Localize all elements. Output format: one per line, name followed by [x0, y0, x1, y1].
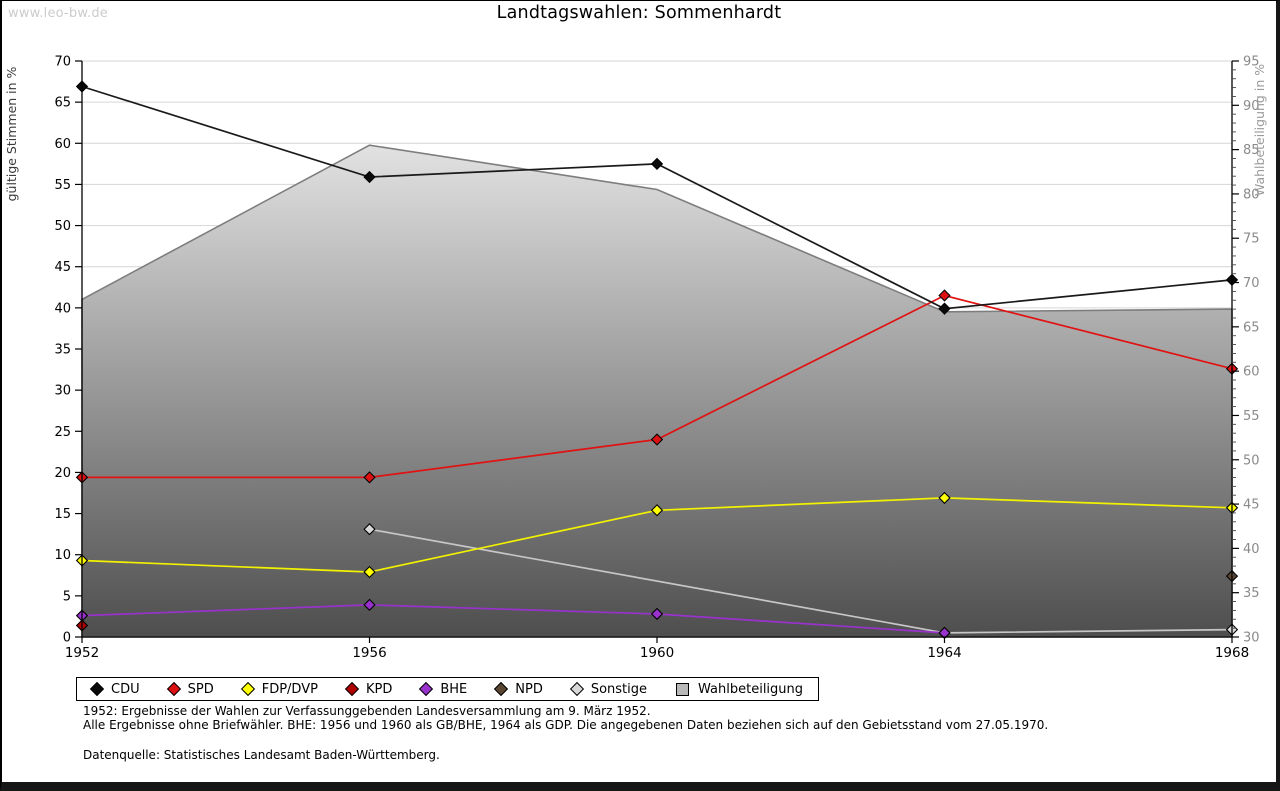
legend-label: CDU — [111, 681, 140, 697]
legend-label: NPD — [515, 681, 543, 697]
right-axis-tick-label: 60 — [1243, 365, 1260, 380]
series-bhe — [75, 598, 951, 640]
left-axis-title: gültige Stimmen in % — [4, 66, 19, 201]
diamond-marker-icon — [494, 681, 509, 697]
left-axis-tick-label: 60 — [54, 137, 71, 152]
square-marker-icon — [676, 682, 690, 696]
left-axis-tick-label: 5 — [63, 589, 71, 604]
footnote-method: Alle Ergebnisse ohne Briefwähler. BHE: 1… — [83, 717, 1049, 732]
right-axis-tick-label: 50 — [1243, 453, 1260, 468]
right-axis-tick-label: 30 — [1243, 631, 1260, 646]
left-axis-tick-label: 45 — [54, 260, 71, 275]
legend-item-npd: NPD — [494, 681, 543, 697]
right-axis-tick-label: 90 — [1243, 99, 1260, 114]
footnote-1952: 1952: Ergebnisse der Wahlen zur Verfassu… — [83, 704, 651, 718]
diamond-marker-icon — [89, 681, 105, 697]
left-axis-tick-label: 50 — [54, 219, 71, 234]
right-axis-tick-label: 95 — [1243, 55, 1260, 70]
right-axis-title: Wahlbeteiligung in % — [1252, 64, 1267, 196]
left-axis-tick-label: 20 — [54, 466, 71, 481]
series-cdu — [75, 80, 1239, 315]
legend-label: KPD — [365, 681, 393, 697]
right-axis-tick-label: 40 — [1243, 542, 1260, 557]
left-axis-tick-label: 15 — [54, 507, 71, 522]
chart-legend: CDU SPD FDP/DVP KPD BHE NPD Sonstige Wahlbeteil… — [76, 677, 820, 701]
legend-item-kpd: KPD — [344, 681, 393, 697]
x-axis-year-label: 1964 — [927, 645, 961, 661]
diamond-marker-icon — [240, 681, 255, 697]
left-axis-tick-label: 30 — [54, 384, 71, 399]
legend-item-cdu: CDU — [89, 681, 140, 697]
diamond-marker-icon — [344, 681, 360, 697]
left-axis-tick-label: 0 — [63, 631, 71, 646]
right-axis-tick-label: 45 — [1243, 498, 1260, 513]
left-axis-tick-label: 70 — [54, 55, 71, 70]
left-axis-tick-label: 25 — [54, 425, 71, 440]
diamond-marker-icon — [569, 681, 584, 697]
chart-footnotes: 1952: Ergebnisse der Wahlen zur Verfassu… — [83, 704, 1049, 763]
x-axis-year-label: 1956 — [352, 645, 386, 661]
watermark: www.leo-bw.de — [8, 6, 109, 21]
legend-item-wahlbeteiligung: Wahlbeteiligung — [676, 682, 803, 697]
legend-label: FDP/DVP — [261, 681, 318, 697]
left-axis-tick-label: 55 — [54, 178, 71, 193]
legend-label: BHE — [440, 681, 468, 697]
right-axis-tick-label: 70 — [1243, 276, 1260, 291]
right-axis-tick-label: 55 — [1243, 409, 1260, 424]
right-axis-tick-label: 65 — [1243, 320, 1260, 335]
legend-label: SPD — [187, 681, 214, 697]
left-axis-tick-label: 10 — [54, 548, 71, 563]
x-axis-year-label: 1952 — [65, 645, 99, 661]
right-axis-tick-label: 85 — [1243, 143, 1260, 158]
x-axis-year-label: 1960 — [640, 645, 674, 661]
legend-item-bhe: BHE — [419, 681, 468, 697]
diamond-marker-icon — [166, 681, 181, 697]
data-source: Datenquelle: Statistisches Landesamt Bad… — [83, 748, 440, 762]
left-axis-tick-label: 65 — [54, 96, 71, 111]
diamond-marker-icon — [419, 681, 434, 697]
legend-label: Wahlbeteiligung — [698, 681, 804, 697]
series-area-wahlbeteiligung — [81, 144, 1233, 638]
legend-label: Sonstige — [590, 681, 648, 697]
axes: 0 5 10 15 20 25 30 35 40 45 50 55 60 65 70 30 35 40 45 50 55… — [4, 55, 1267, 662]
page-title: Landtagswahlen: Sommenhardt — [496, 3, 782, 23]
legend-item-spd: SPD — [166, 681, 214, 697]
legend-item-fdp-dvp: FDP/DVP — [240, 681, 318, 697]
left-axis-tick-label: 35 — [54, 343, 71, 358]
left-axis-tick-label: 40 — [54, 301, 71, 316]
right-axis-tick-label: 75 — [1243, 232, 1260, 247]
x-axis-year-label: 1968 — [1215, 645, 1249, 661]
legend-item-sonstige: Sonstige — [569, 681, 648, 697]
right-axis-tick-label: 35 — [1243, 586, 1260, 601]
right-axis-tick-label: 80 — [1243, 187, 1260, 202]
